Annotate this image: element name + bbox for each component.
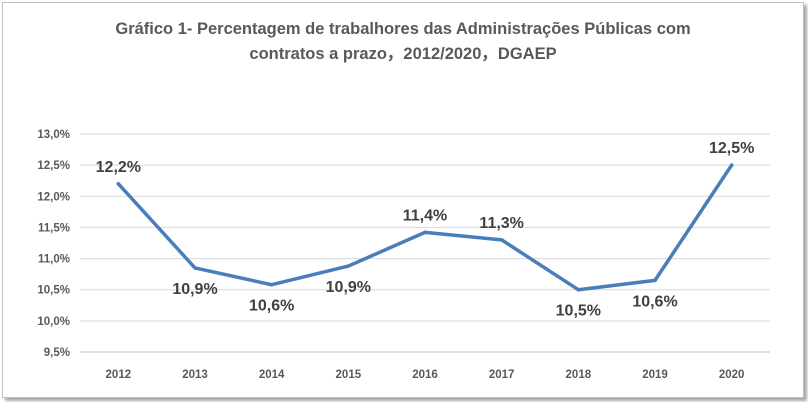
x-tick-label: 2017 xyxy=(489,369,515,381)
data-label: 11,4% xyxy=(403,207,447,224)
x-tick-label: 2013 xyxy=(182,369,208,381)
y-tick-label: 12,5% xyxy=(37,160,70,172)
x-tick-label: 2018 xyxy=(566,369,592,381)
data-point xyxy=(116,182,121,186)
data-point xyxy=(346,264,351,268)
data-label: 12,2% xyxy=(96,159,141,176)
x-tick-label: 2016 xyxy=(412,369,438,381)
x-tick-label: 2020 xyxy=(719,369,745,381)
y-tick-label: 11,5% xyxy=(38,222,70,234)
y-tick-label: 10,5% xyxy=(37,285,70,297)
x-tick-label: 2019 xyxy=(642,369,668,381)
chart-title-line-2: contratos a prazo，2012/2020，DGAEP xyxy=(249,45,557,63)
data-point xyxy=(729,163,734,167)
data-point xyxy=(269,282,274,287)
data-point xyxy=(499,238,504,242)
data-label: 10,9% xyxy=(326,279,371,296)
chart-frame: Gráfico 1- Percentagem de trabalhores da… xyxy=(2,2,804,398)
x-tick-label: 2014 xyxy=(259,369,285,381)
y-tick-label: 12,0% xyxy=(37,191,70,203)
data-label: 10,9% xyxy=(172,281,217,298)
data-point xyxy=(576,287,581,292)
chart-title-line-1: Gráfico 1- Percentagem de trabalhores da… xyxy=(115,20,691,38)
data-label: 10,6% xyxy=(249,298,294,315)
y-tick-label: 9,5% xyxy=(44,347,70,359)
data-point xyxy=(423,230,427,235)
data-point xyxy=(193,266,197,270)
y-tick-label: 13,0% xyxy=(37,129,70,141)
data-label: 10,6% xyxy=(632,293,677,310)
data-label: 12,5% xyxy=(709,140,754,157)
data-point xyxy=(653,278,657,283)
y-tick-label: 11,0% xyxy=(38,254,70,266)
x-tick-label: 2012 xyxy=(106,369,132,381)
chart-title: Gráfico 1- Percentagem de trabalhores da… xyxy=(3,17,803,67)
data-label: 10,5% xyxy=(556,303,601,320)
x-tick-label: 2015 xyxy=(336,369,362,381)
y-tick-label: 10,0% xyxy=(37,316,70,328)
data-label: 11,3% xyxy=(479,215,523,232)
